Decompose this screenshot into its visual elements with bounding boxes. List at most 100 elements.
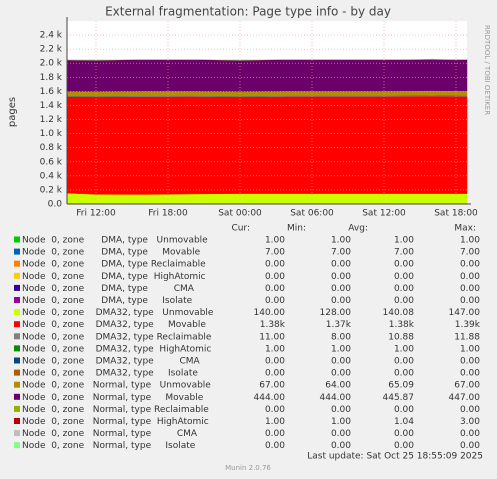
legend-swatch — [14, 321, 20, 328]
legend-swatch — [14, 442, 20, 449]
legend-value: 0.00 — [394, 369, 414, 379]
y-tick-label: 0.4 k — [40, 171, 63, 181]
legend-swatch — [14, 297, 20, 303]
legend-name: Node 0, zone Normal, type Unmovable — [22, 381, 211, 391]
area — [66, 192, 468, 204]
legend-value: 1.38k — [389, 320, 415, 330]
y-tick-label: 0.8 k — [40, 143, 63, 153]
legend-value: 3.00 — [460, 417, 480, 427]
legend-swatch — [14, 248, 20, 255]
legend-value: 0.00 — [331, 369, 351, 379]
legend-value: 0.00 — [460, 429, 480, 439]
legend-value: 7.00 — [265, 248, 285, 258]
legend-swatch — [14, 260, 20, 267]
legend-header: Max: — [454, 224, 476, 234]
legend-value: 0.00 — [394, 441, 414, 451]
legend-value: 0.00 — [394, 429, 414, 439]
legend-value: 140.08 — [383, 308, 415, 318]
legend-value: 0.00 — [331, 284, 351, 294]
legend-value: 0.00 — [460, 284, 480, 294]
last-update: Last update: Sat Oct 25 18:55:09 2025 — [307, 452, 483, 462]
legend-value: 0.00 — [394, 357, 414, 367]
legend-value: 444.00 — [320, 393, 352, 403]
legend-value: 0.00 — [394, 260, 414, 270]
legend-swatch — [14, 333, 20, 340]
legend-value: 444.00 — [254, 393, 286, 403]
legend-value: 1.00 — [394, 344, 414, 354]
x-tick-label: Fri 12:00 — [76, 209, 116, 219]
legend-value: 0.00 — [265, 260, 285, 270]
y-tick-label: 0.0 — [48, 200, 63, 210]
legend-swatch — [14, 345, 20, 352]
y-tick-label: 0.6 k — [40, 157, 63, 167]
legend-name: Node 0, zone DMA32, type Movable — [22, 320, 206, 330]
legend-value: 1.00 — [265, 417, 285, 427]
legend-name: Node 0, zone Normal, type Isolate — [22, 441, 196, 451]
legend-value: 0.00 — [265, 429, 285, 439]
legend-name: Node 0, zone Normal, type HighAtomic — [22, 417, 209, 427]
legend-swatch — [14, 369, 20, 376]
area — [66, 59, 468, 92]
x-tick-label: Sat 18:00 — [434, 209, 478, 219]
legend-value: 8.00 — [331, 332, 351, 342]
legend-value: 0.00 — [460, 357, 480, 367]
legend-value: 65.09 — [388, 381, 414, 391]
legend-swatch — [14, 284, 20, 291]
legend-value: 0.00 — [394, 296, 414, 306]
legend-value: 67.00 — [454, 381, 480, 391]
legend-value: 0.00 — [331, 296, 351, 306]
legend-header: Avg: — [348, 224, 368, 234]
legend-value: 1.00 — [265, 236, 285, 246]
legend-name: Node 0, zone DMA, type HighAtomic — [22, 272, 206, 282]
legend-value: 0.00 — [460, 405, 480, 415]
legend-name: Node 0, zone DMA32, type Reclaimable — [22, 332, 212, 342]
legend-value: 11.00 — [259, 332, 285, 342]
legend-value: 0.00 — [331, 272, 351, 282]
legend-swatch — [14, 393, 20, 400]
legend-swatch — [14, 381, 20, 388]
legend-header: Cur: — [231, 224, 250, 234]
y-tick-label: 1.8 k — [40, 73, 63, 83]
legend-value: 0.00 — [460, 369, 480, 379]
legend-value: 0.00 — [394, 405, 414, 415]
legend-value: 0.00 — [460, 260, 480, 270]
y-tick-label: 2.2 k — [40, 45, 63, 55]
legend-value: 0.00 — [331, 405, 351, 415]
chart-title: External fragmentation: Page type info -… — [105, 5, 391, 19]
legend-swatch — [14, 418, 20, 424]
legend-value: 0.00 — [265, 296, 285, 306]
legend-value: 1.39k — [455, 320, 481, 330]
y-tick-label: 1.4 k — [40, 101, 63, 111]
legend-value: 0.00 — [331, 429, 351, 439]
legend-value: 1.00 — [331, 344, 351, 354]
legend-swatch — [14, 405, 20, 412]
legend-name: Node 0, zone Normal, type Reclaimable — [22, 405, 209, 415]
legend-value: 128.00 — [320, 308, 352, 318]
legend-name: Node 0, zone DMA32, type CMA — [22, 357, 201, 367]
legend-header: Min: — [287, 224, 306, 234]
legend-value: 0.00 — [460, 296, 480, 306]
legend-value: 0.00 — [394, 272, 414, 282]
legend-swatch — [14, 430, 20, 437]
legend-name: Node 0, zone DMA32, type HighAtomic — [22, 344, 211, 354]
legend-value: 7.00 — [394, 248, 414, 258]
legend-value: 67.00 — [259, 381, 285, 391]
legend-value: 10.88 — [388, 332, 414, 342]
legend-value: 1.00 — [331, 417, 351, 427]
legend-value: 1.00 — [265, 344, 285, 354]
area — [66, 95, 468, 195]
legend-value: 445.87 — [383, 393, 415, 403]
legend-value: 7.00 — [331, 248, 351, 258]
legend-value: 147.00 — [449, 308, 481, 318]
legend-name: Node 0, zone DMA, type Reclaimable — [22, 260, 206, 270]
legend-name: Node 0, zone Normal, type CMA — [22, 429, 198, 439]
legend-value: 0.00 — [394, 284, 414, 294]
legend-value: 0.00 — [265, 357, 285, 367]
legend-value: 0.00 — [265, 284, 285, 294]
legend-value: 1.00 — [460, 236, 480, 246]
legend-value: 11.88 — [454, 332, 480, 342]
y-tick-label: 1.0 k — [40, 129, 63, 139]
legend-value: 0.00 — [265, 405, 285, 415]
x-tick-label: Sat 06:00 — [290, 209, 334, 219]
legend-name: Node 0, zone DMA, type Isolate — [22, 296, 193, 306]
